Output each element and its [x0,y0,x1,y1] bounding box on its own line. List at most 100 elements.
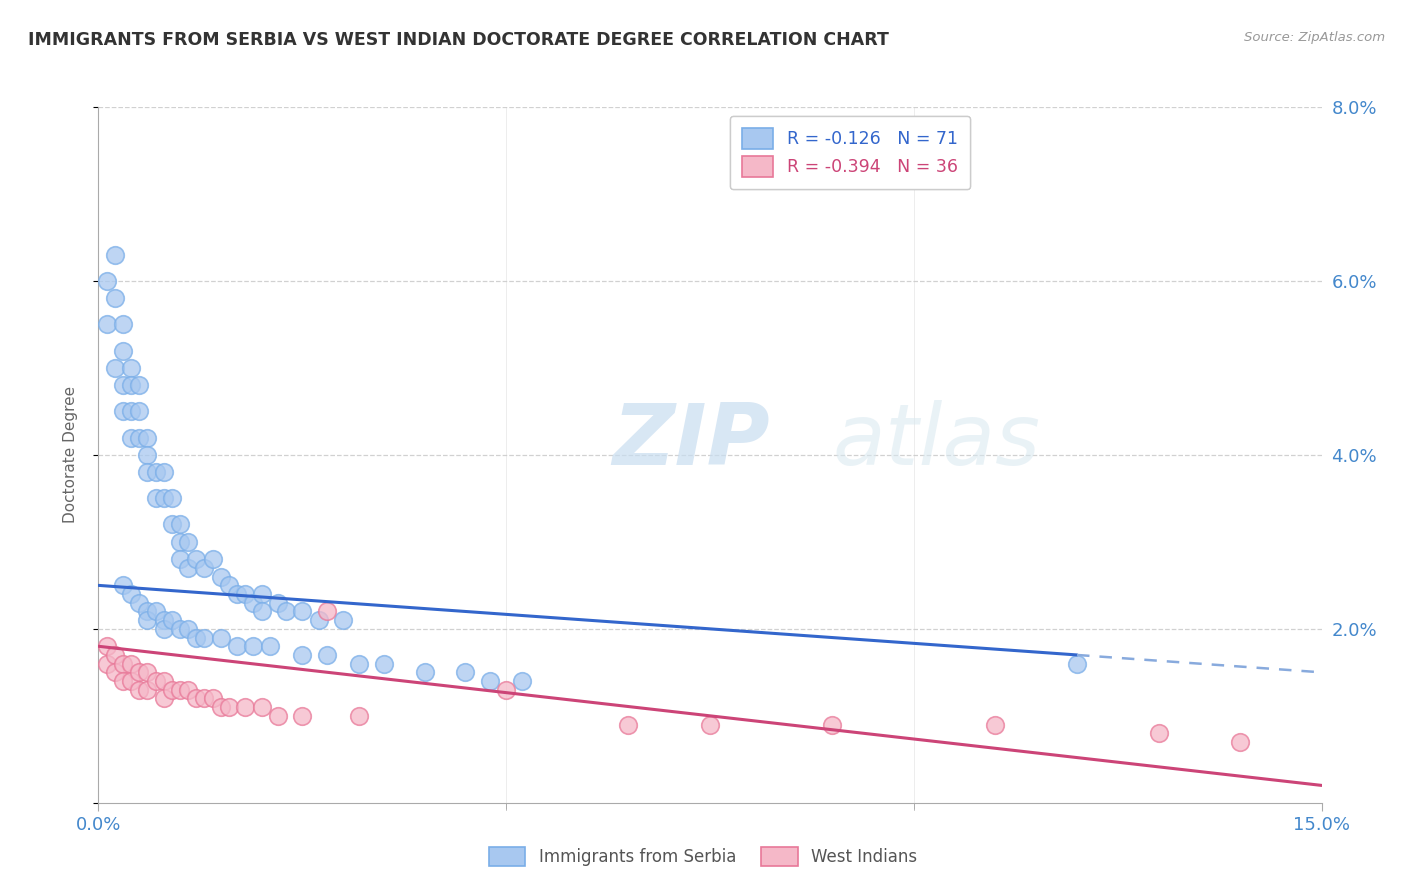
Point [218,700,240,714]
Point [274,605,297,619]
Point [193,631,215,645]
Point [152,622,174,636]
Point [267,596,290,610]
Point [96,657,118,671]
Point [193,561,215,575]
Point [209,700,232,714]
Point [226,587,249,601]
Point [120,657,142,671]
Point [111,674,134,689]
Point [120,674,142,689]
Point [267,708,290,723]
Point [186,631,208,645]
Point [193,691,215,706]
Point [984,717,1007,731]
Point [169,517,191,532]
Point [617,717,640,731]
Point [177,535,200,549]
Y-axis label: Doctorate Degree: Doctorate Degree [63,386,77,524]
Point [699,717,721,731]
Point [413,665,436,680]
Point [478,674,501,689]
Point [242,596,264,610]
Point [111,657,134,671]
Point [152,691,174,706]
Point [160,682,183,697]
Point [315,648,337,662]
Point [512,674,534,689]
Point [145,491,167,506]
Point [186,691,208,706]
Point [242,639,264,653]
Point [259,639,281,653]
Point [120,378,142,392]
Legend: Immigrants from Serbia, West Indians: Immigrants from Serbia, West Indians [481,838,925,875]
Point [145,674,167,689]
Point [169,622,191,636]
Point [186,552,208,566]
Point [201,552,224,566]
Point [495,682,517,697]
Point [160,613,183,627]
Point [128,404,150,418]
Point [96,639,118,653]
Point [111,404,134,418]
Point [145,605,167,619]
Point [111,378,134,392]
Point [1066,657,1088,671]
Point [177,682,200,697]
Point [250,700,273,714]
Point [250,605,273,619]
Text: Source: ZipAtlas.com: Source: ZipAtlas.com [1244,31,1385,45]
Point [136,613,159,627]
Point [136,665,159,680]
Point [332,613,354,627]
Point [145,466,167,480]
Point [169,682,191,697]
Point [821,717,844,731]
Point [250,587,273,601]
Point [104,248,127,262]
Point [315,605,337,619]
Text: ZIP: ZIP [612,400,770,483]
Point [120,360,142,375]
Point [136,682,159,697]
Point [128,665,150,680]
Legend: R = -0.126   N = 71, R = -0.394   N = 36: R = -0.126 N = 71, R = -0.394 N = 36 [730,116,970,189]
Point [169,552,191,566]
Point [160,517,183,532]
Point [96,274,118,288]
Point [1147,726,1170,740]
Point [218,578,240,592]
Point [349,708,371,723]
Point [120,587,142,601]
Text: IMMIGRANTS FROM SERBIA VS WEST INDIAN DOCTORATE DEGREE CORRELATION CHART: IMMIGRANTS FROM SERBIA VS WEST INDIAN DO… [28,31,889,49]
Point [104,665,127,680]
Point [169,535,191,549]
Point [96,318,118,332]
Point [120,431,142,445]
Point [233,587,256,601]
Point [111,318,134,332]
Point [177,622,200,636]
Point [209,631,232,645]
Point [291,708,314,723]
Point [111,578,134,592]
Point [128,431,150,445]
Point [226,639,249,653]
Point [1229,735,1251,749]
Point [373,657,395,671]
Point [209,570,232,584]
Point [136,605,159,619]
Point [349,657,371,671]
Point [233,700,256,714]
Point [291,648,314,662]
Point [291,605,314,619]
Point [152,466,174,480]
Text: atlas: atlas [832,400,1040,483]
Point [120,404,142,418]
Point [104,648,127,662]
Point [152,491,174,506]
Point [104,291,127,305]
Point [136,448,159,462]
